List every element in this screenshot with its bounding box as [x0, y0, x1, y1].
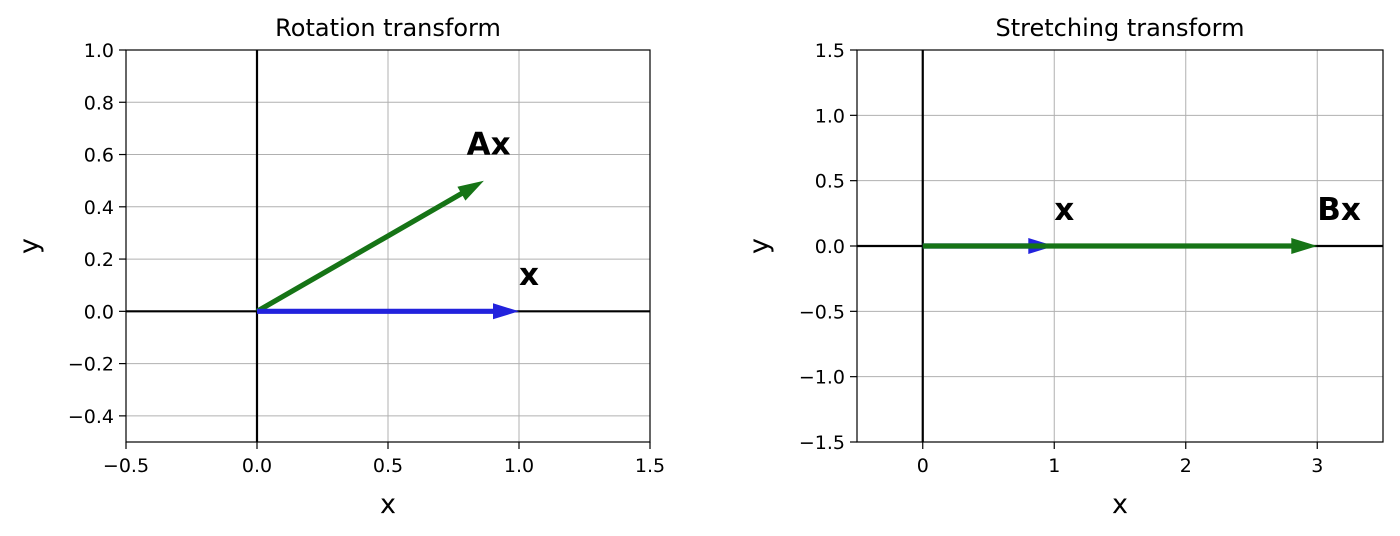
y-tick-label: −1.0 [799, 367, 845, 389]
vector-arrow-bx [922, 238, 1318, 254]
y-tick-label: 0.6 [84, 145, 114, 167]
x-tick-label: 3 [1311, 455, 1323, 477]
y-tick-label: 1.0 [84, 40, 114, 62]
y-tick-label: 1.0 [815, 105, 845, 127]
vector-arrow-ax [255, 180, 484, 314]
x-tick-label: 1.5 [635, 455, 665, 477]
y-tick-label: 0.4 [84, 197, 114, 219]
x-tick-label: 0 [917, 455, 929, 477]
x-axis-label: x [380, 489, 396, 520]
plot-area [126, 50, 650, 442]
chart-panel-2: 0 1 2 3 −1.5 −1.0 −0.5 0.0 0.5 1.0 1.5 x Bx Stretchin… [744, 14, 1384, 520]
y-tick-label: −0.5 [799, 301, 845, 323]
y-tick-label: 0.0 [84, 301, 114, 323]
x-tick-label: 1 [1048, 455, 1060, 477]
y-tick-label: 1.5 [815, 40, 845, 62]
vector-label-ax: Ax [467, 127, 511, 163]
x-tick-label: 0.0 [242, 455, 272, 477]
vector-label-x: x [519, 257, 539, 293]
x-tick-label: 0.5 [373, 455, 403, 477]
chart-title: Stretching transform [996, 14, 1245, 42]
y-tick-label: 0.8 [84, 92, 114, 114]
y-tick-label: 0.2 [84, 249, 114, 271]
y-tick-label: −1.5 [799, 432, 845, 454]
chart-title: Rotation transform [275, 14, 501, 42]
x-tick-label: 1.0 [504, 455, 534, 477]
vector-label-bx: Bx [1317, 192, 1361, 228]
vector-arrow-x [257, 303, 519, 320]
y-axis-label: y [744, 238, 775, 254]
y-axis-label: y [14, 238, 45, 254]
y-tick-label: 0.0 [815, 236, 845, 258]
vector-label-x: x [1054, 192, 1074, 228]
plot-area [857, 50, 1383, 442]
y-tick-label: −0.4 [68, 406, 114, 428]
x-tick-label: 2 [1180, 455, 1192, 477]
y-tick-label: −0.2 [68, 354, 114, 376]
x-tick-label: −0.5 [103, 455, 149, 477]
chart-panel-1: −0.5 0.0 0.5 1.0 1.5 −0.4 −0.2 0.0 0.2 0.4 0.6 0.8 1… [14, 14, 665, 520]
y-tick-label: 0.5 [815, 171, 845, 193]
x-axis-label: x [1112, 489, 1128, 520]
